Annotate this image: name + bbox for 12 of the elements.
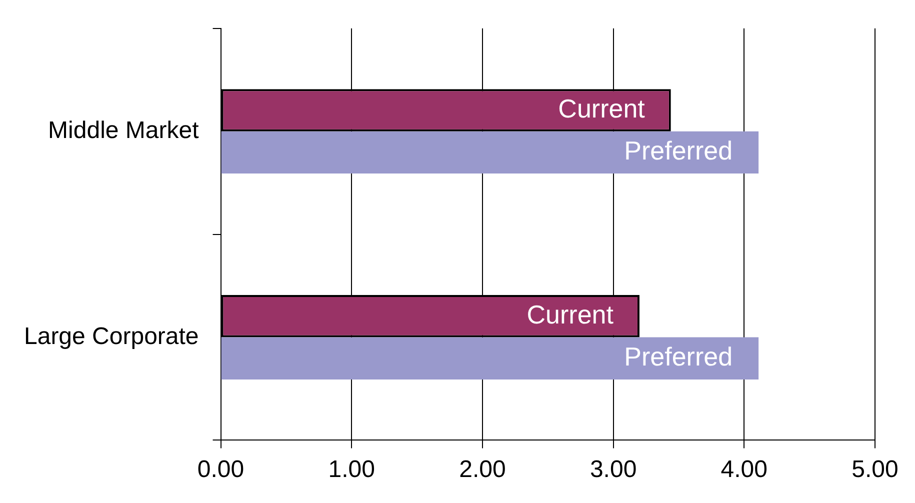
x-tick-label: 5.00 bbox=[852, 456, 898, 484]
series-label: Current bbox=[526, 299, 614, 330]
series-label: Preferred bbox=[624, 342, 733, 372]
y-tick-label: Large Corporate bbox=[24, 322, 199, 350]
x-tick-label: 1.00 bbox=[328, 456, 375, 484]
x-tick-label: 4.00 bbox=[720, 456, 768, 484]
text: Current bbox=[558, 93, 645, 124]
y-tick-label: Middle Market bbox=[48, 116, 200, 144]
x-tick-label: 3.00 bbox=[590, 456, 637, 484]
text: Preferred bbox=[624, 136, 733, 166]
x-tick-label: 2.00 bbox=[459, 456, 506, 484]
x-tick-label: 0.00 bbox=[197, 456, 244, 484]
